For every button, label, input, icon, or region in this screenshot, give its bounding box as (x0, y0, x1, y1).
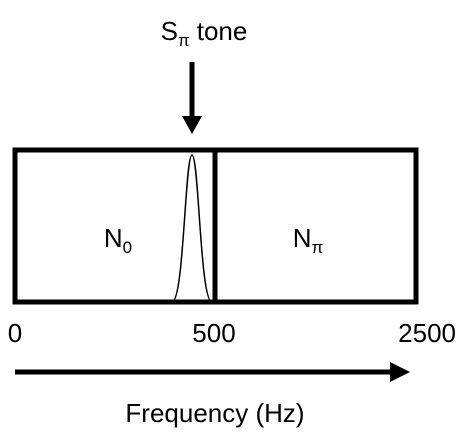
tone-arrow-head (182, 116, 202, 134)
tone-label: Sπ tone (161, 16, 248, 50)
region-label: N0 (104, 223, 132, 257)
axis-arrow-head (390, 362, 410, 382)
tone-peak (171, 154, 213, 303)
tone-word: tone (197, 16, 248, 46)
region-subscript: π (312, 238, 324, 257)
region-label: Nπ (293, 223, 324, 257)
tick-label: 500 (192, 318, 235, 348)
tick-label: 2500 (398, 318, 456, 348)
region-subscript: 0 (123, 238, 132, 257)
tone-subscript: π (178, 31, 190, 50)
region-symbol: N (104, 223, 123, 253)
tick-label: 0 (8, 318, 22, 348)
tone-symbol: S (161, 16, 178, 46)
axis-label: Frequency (Hz) (125, 398, 304, 428)
region-symbol: N (293, 223, 312, 253)
